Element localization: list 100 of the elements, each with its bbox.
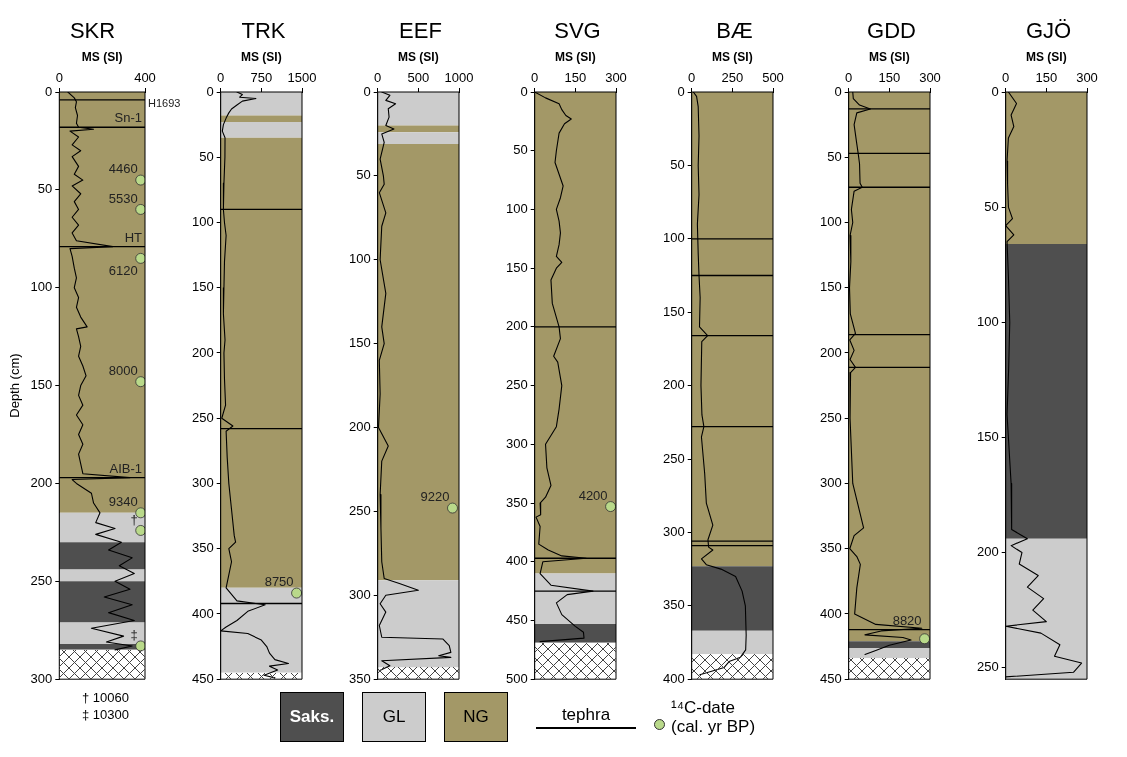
x-tick-label: 750 bbox=[250, 69, 273, 85]
y-tick-label: 0 bbox=[363, 83, 371, 99]
x-axis-title: MS (SI) bbox=[81, 49, 123, 64]
y-tick-label: 300 bbox=[348, 586, 371, 602]
chart-title: SVG bbox=[553, 17, 602, 45]
x-tick-label: 500 bbox=[407, 69, 430, 85]
text: ¹⁴C-date (cal. yr BP) bbox=[671, 698, 757, 736]
annotation: † bbox=[130, 511, 138, 527]
y-tick-label: 50 bbox=[984, 198, 999, 214]
chart-title: BÆ bbox=[715, 17, 754, 45]
y-tick-label: 100 bbox=[505, 201, 528, 217]
y-tick-label: 0 bbox=[834, 83, 842, 99]
y-tick-label: 0 bbox=[991, 83, 999, 99]
y-tick-label: 200 bbox=[191, 344, 214, 360]
y-tick-label: 50 bbox=[827, 148, 842, 164]
category-label: GL bbox=[362, 692, 426, 742]
y-tick-label: 50 bbox=[199, 148, 214, 164]
y-tick-label: 150 bbox=[30, 377, 53, 393]
x-tick-label: 0 bbox=[688, 69, 696, 85]
y-tick-label: 150 bbox=[819, 279, 842, 295]
y-tick-label: 250 bbox=[348, 503, 371, 519]
annotation: 4200 bbox=[578, 487, 608, 503]
x-tick-label: 300 bbox=[1076, 69, 1098, 85]
y-tick-label: 150 bbox=[976, 428, 999, 444]
y-tick-label: 50 bbox=[37, 181, 53, 197]
y-tick-label: 100 bbox=[819, 214, 842, 230]
y-tick-label: 300 bbox=[191, 475, 214, 491]
point bbox=[135, 525, 145, 536]
y-tick-label: 500 bbox=[505, 670, 528, 686]
annotation: 4460 bbox=[108, 161, 138, 177]
x-tick-label: 0 bbox=[217, 69, 225, 85]
x-axis-title: MS (SI) bbox=[555, 49, 596, 64]
point bbox=[135, 640, 145, 652]
x-tick-label: 300 bbox=[605, 69, 627, 85]
ref-line-label: HT bbox=[124, 229, 143, 245]
y-tick-label: 350 bbox=[662, 597, 685, 613]
y-tick-label: 50 bbox=[356, 167, 371, 183]
ref-line-label: AIB-1 bbox=[109, 460, 142, 476]
x-tick-label: 150 bbox=[1035, 69, 1058, 85]
x-axis-title: MS (SI) bbox=[241, 49, 282, 64]
y-tick-label: 150 bbox=[348, 335, 371, 351]
category-label: Saks. bbox=[280, 692, 344, 742]
y-tick-label: 350 bbox=[191, 540, 214, 556]
y-tick-label: 400 bbox=[505, 553, 528, 569]
y-tick-label: 250 bbox=[505, 377, 528, 393]
x-axis-title: MS (SI) bbox=[712, 49, 753, 64]
x-tick-label: 150 bbox=[564, 69, 587, 85]
x-tick-label: 0 bbox=[374, 69, 382, 85]
x-tick-label: 0 bbox=[55, 69, 63, 85]
x-tick-label: 400 bbox=[134, 69, 156, 85]
y-tick-label: 100 bbox=[30, 279, 53, 295]
y-tick-label: 250 bbox=[976, 659, 999, 675]
annotation: 5530 bbox=[108, 190, 138, 206]
annotation: 8750 bbox=[264, 574, 294, 590]
x-tick-label: 150 bbox=[878, 69, 901, 85]
y-tick-label: 200 bbox=[30, 475, 53, 491]
x-tick-label: 250 bbox=[721, 69, 744, 85]
chart-title: EEF bbox=[398, 17, 443, 45]
x-axis-title: MS (SI) bbox=[1026, 49, 1067, 64]
annotation: 9340 bbox=[108, 493, 138, 509]
y-tick-label: 0 bbox=[520, 83, 528, 99]
y-tick-label: 350 bbox=[348, 670, 371, 686]
y-tick-label: 450 bbox=[505, 612, 528, 628]
point bbox=[135, 376, 145, 388]
y-tick-label: 300 bbox=[30, 670, 53, 686]
y-tick-label: 300 bbox=[819, 475, 842, 491]
y-tick-label: 450 bbox=[191, 670, 214, 686]
x-tick-label: 0 bbox=[1002, 69, 1010, 85]
y-tick-label: 250 bbox=[819, 409, 842, 425]
y-tick-label: 100 bbox=[976, 313, 999, 329]
text: ‡ 10300 bbox=[82, 707, 129, 722]
point bbox=[135, 204, 145, 215]
x-tick-label: 0 bbox=[531, 69, 539, 85]
chart-title: GJÖ bbox=[1024, 17, 1073, 45]
y-tick-label: 0 bbox=[45, 83, 53, 99]
y-tick-label: 250 bbox=[191, 409, 214, 425]
point bbox=[135, 252, 145, 264]
y-tick-label: 100 bbox=[191, 214, 214, 230]
y-tick-label: 150 bbox=[505, 259, 528, 275]
annotation: 8820 bbox=[892, 612, 922, 628]
annotation: 8000 bbox=[108, 362, 138, 378]
x-tick-label: 500 bbox=[762, 69, 784, 85]
y-tick-label: 300 bbox=[505, 435, 528, 451]
chart-title: TRK bbox=[240, 17, 287, 45]
y-tick-label: 200 bbox=[819, 344, 842, 360]
ref-line-label: Sn-1 bbox=[114, 110, 142, 126]
y-tick-label: 400 bbox=[662, 670, 685, 686]
y-tick-label: 0 bbox=[677, 83, 685, 99]
y-tick-label: 350 bbox=[819, 540, 842, 556]
point bbox=[135, 507, 145, 519]
y-tick-label: 150 bbox=[662, 303, 685, 319]
text: † 10060 bbox=[82, 690, 129, 705]
x-tick-label: 1000 bbox=[444, 69, 474, 85]
y-tick-label: 400 bbox=[191, 605, 214, 621]
x-tick-label: 300 bbox=[919, 69, 941, 85]
ref-line-label: H1693 bbox=[148, 96, 181, 109]
annotation: 9220 bbox=[420, 489, 450, 505]
x-axis-title: MS (SI) bbox=[869, 49, 910, 64]
y-tick-label: 50 bbox=[670, 156, 685, 172]
y-tick-label: 200 bbox=[348, 419, 371, 435]
